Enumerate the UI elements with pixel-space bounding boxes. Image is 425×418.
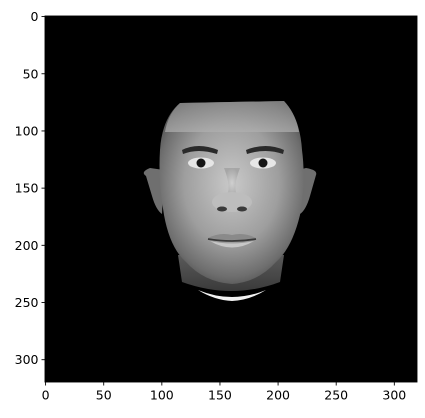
x-axis-ticks: 0 50 100 150 200 250 300 xyxy=(42,382,406,403)
face-right-pupil xyxy=(258,158,268,168)
axes-frame xyxy=(44,15,418,383)
y-tick-label: 50 xyxy=(23,66,39,81)
face-nose-bridge xyxy=(224,168,240,198)
face-collar-highlight xyxy=(198,290,266,301)
y-tick-label: 250 xyxy=(15,295,39,310)
y-tick-label: 300 xyxy=(15,352,39,367)
y-tick-label: 100 xyxy=(15,123,39,138)
face-right-nostril xyxy=(237,206,247,212)
face-right-brow xyxy=(246,146,284,154)
x-tick-label: 50 xyxy=(96,388,112,403)
y-tick-label: 150 xyxy=(15,181,39,196)
x-tick-label: 150 xyxy=(208,388,232,403)
x-tick-label: 250 xyxy=(324,388,348,403)
face-left-ear xyxy=(143,168,164,214)
face-left-brow xyxy=(182,146,218,154)
face-left-pupil xyxy=(196,158,206,168)
face-lower-lip xyxy=(210,241,254,248)
face-left-nostril xyxy=(217,206,227,212)
y-tick-label: 0 xyxy=(31,9,39,24)
face-mouth-line xyxy=(207,238,257,242)
face-image xyxy=(143,101,317,301)
x-tick-label: 0 xyxy=(42,388,50,403)
y-axis-ticks: 0 50 100 150 200 250 300 xyxy=(15,9,45,367)
face-upper-lip xyxy=(208,234,256,240)
face-forehead xyxy=(165,101,299,132)
x-tick-label: 200 xyxy=(266,388,290,403)
x-tick-label: 300 xyxy=(382,388,406,403)
x-tick-label: 100 xyxy=(150,388,174,403)
y-tick-label: 200 xyxy=(15,238,39,253)
